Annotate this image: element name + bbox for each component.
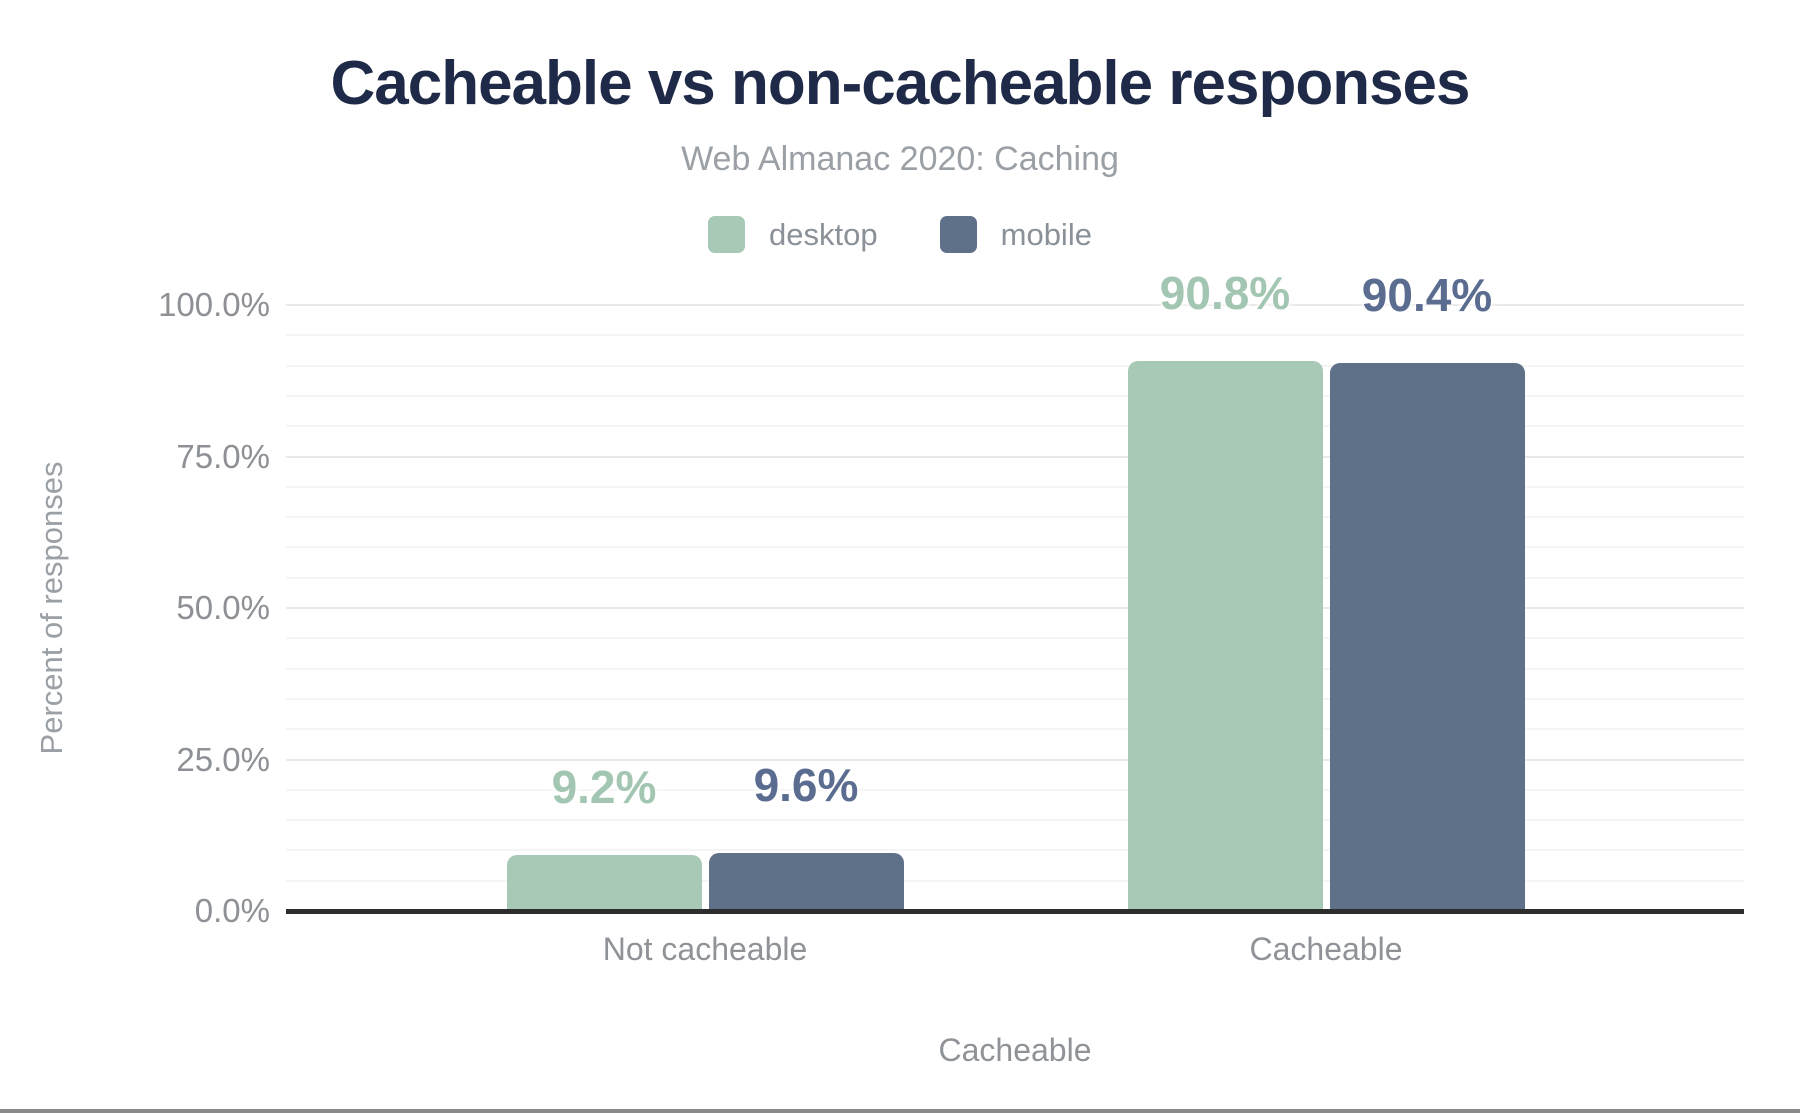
minor-gridline [286,819,1744,822]
legend-label-desktop: desktop [769,216,878,252]
mobile-bar [708,852,904,911]
minor-gridline [286,364,1744,367]
major-gridline [286,758,1744,761]
minor-gridline [286,546,1744,549]
desktop-bar [506,855,702,911]
mobile-value-label: 90.4% [1361,269,1493,322]
x-axis-title: Cacheable [938,1032,1092,1068]
minor-gridline [286,485,1744,488]
desktop-bar [1127,360,1323,911]
desktop-value-label: 90.8% [1159,266,1291,319]
minor-gridline [286,425,1744,428]
legend-label-mobile: mobile [1000,216,1092,252]
chart-subtitle: Web Almanac 2020: Caching [681,140,1119,178]
minor-gridline [286,697,1744,700]
desktop-swatch [708,216,746,253]
major-gridline [286,607,1744,609]
mobile-bar [1329,363,1525,911]
y-tick-label: 100.0% [158,286,270,323]
minor-gridline [286,394,1744,397]
minor-gridline [286,667,1744,670]
x-tick-label: Cacheable [1249,931,1403,967]
page-bottom-edge [0,1109,1800,1113]
mobile-swatch [939,216,977,253]
minor-gridline [286,788,1744,791]
mobile-value-label: 9.6% [753,758,859,811]
x-tick-label: Not cacheable [602,931,808,967]
legend-item-mobile: mobile [939,216,1092,253]
legend-item-desktop: desktop [708,216,878,253]
minor-gridline [286,516,1744,519]
minor-gridline [286,728,1744,731]
minor-gridline [286,879,1744,882]
desktop-value-label: 9.2% [551,761,657,814]
y-tick-label: 0.0% [194,892,270,929]
x-axis-line [286,909,1744,914]
minor-gridline [286,576,1744,579]
major-gridline [286,455,1744,458]
y-tick-label: 25.0% [176,740,270,778]
minor-gridline [286,334,1744,337]
chart-title: Cacheable vs non-cacheable responses [330,49,1470,118]
legend: desktop mobile [0,216,1800,253]
y-axis-title: Percent of responses [34,461,69,755]
minor-gridline [286,849,1744,852]
major-gridline [286,304,1744,306]
y-tick-label: 50.0% [176,589,270,626]
minor-gridline [286,637,1744,640]
y-tick-label: 75.0% [176,437,270,475]
